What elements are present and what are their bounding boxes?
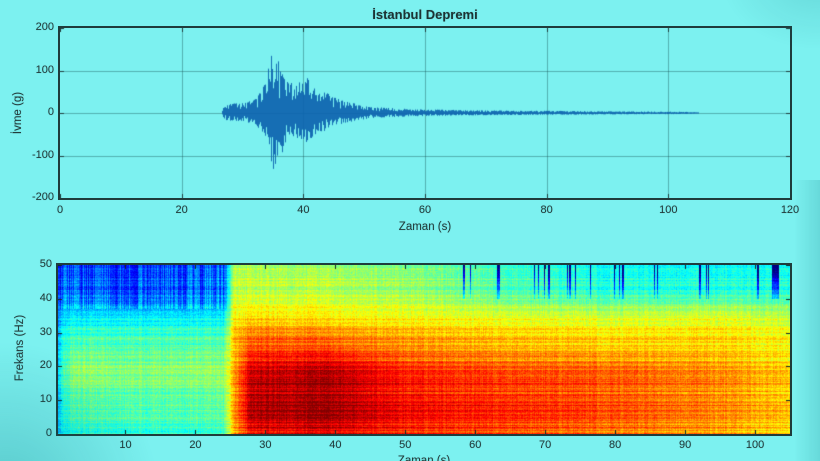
y-tick-label: 50 [39,258,52,270]
x-tick-label: 50 [399,439,412,451]
x-tick-label: 60 [469,439,482,451]
x-tick-label: 0 [56,204,64,216]
x-tick-label: 80 [540,204,553,216]
y-tick-label: 200 [35,21,54,33]
y-tick-label: -100 [31,148,54,161]
y-tick-label: 30 [39,325,52,338]
y-tick-label: 0 [47,106,54,118]
spectrogram-plot-area [56,263,792,436]
x-tick-label: 30 [259,439,272,451]
y-tick-label: 20 [39,359,52,372]
chart-title: İstanbul Depremi [372,7,478,22]
x-tick-label: 90 [678,439,692,451]
x-tick-label: 10 [119,439,132,451]
x-tick-label: 100 [745,439,765,451]
x-tick-label: 20 [189,439,202,451]
y-tick-label: 40 [39,291,52,304]
y-tick-label: 0 [45,427,52,439]
seismogram-plot-area [58,26,792,200]
seismogram-canvas [60,28,790,198]
seismogram-xlabel: Zaman (s) [398,221,452,233]
x-tick-label: 20 [175,204,188,216]
y-tick-label: 100 [35,63,54,76]
spectrogram-canvas [58,265,790,434]
y-tick-label: -200 [31,191,54,203]
x-tick-label: 40 [329,439,342,451]
y-tick-label: 10 [39,393,52,406]
x-tick-label: 120 [780,204,800,216]
x-tick-label: 70 [539,439,552,451]
x-tick-label: 100 [659,204,678,216]
vignette-right-edge [794,180,820,461]
x-tick-label: 60 [418,204,432,216]
spectrogram-ylabel: Frekans (Hz) [14,314,26,382]
x-tick-label: 80 [609,439,622,451]
x-tick-label: 40 [297,204,310,216]
spectrogram-xlabel: Zaman (s) [397,455,451,461]
